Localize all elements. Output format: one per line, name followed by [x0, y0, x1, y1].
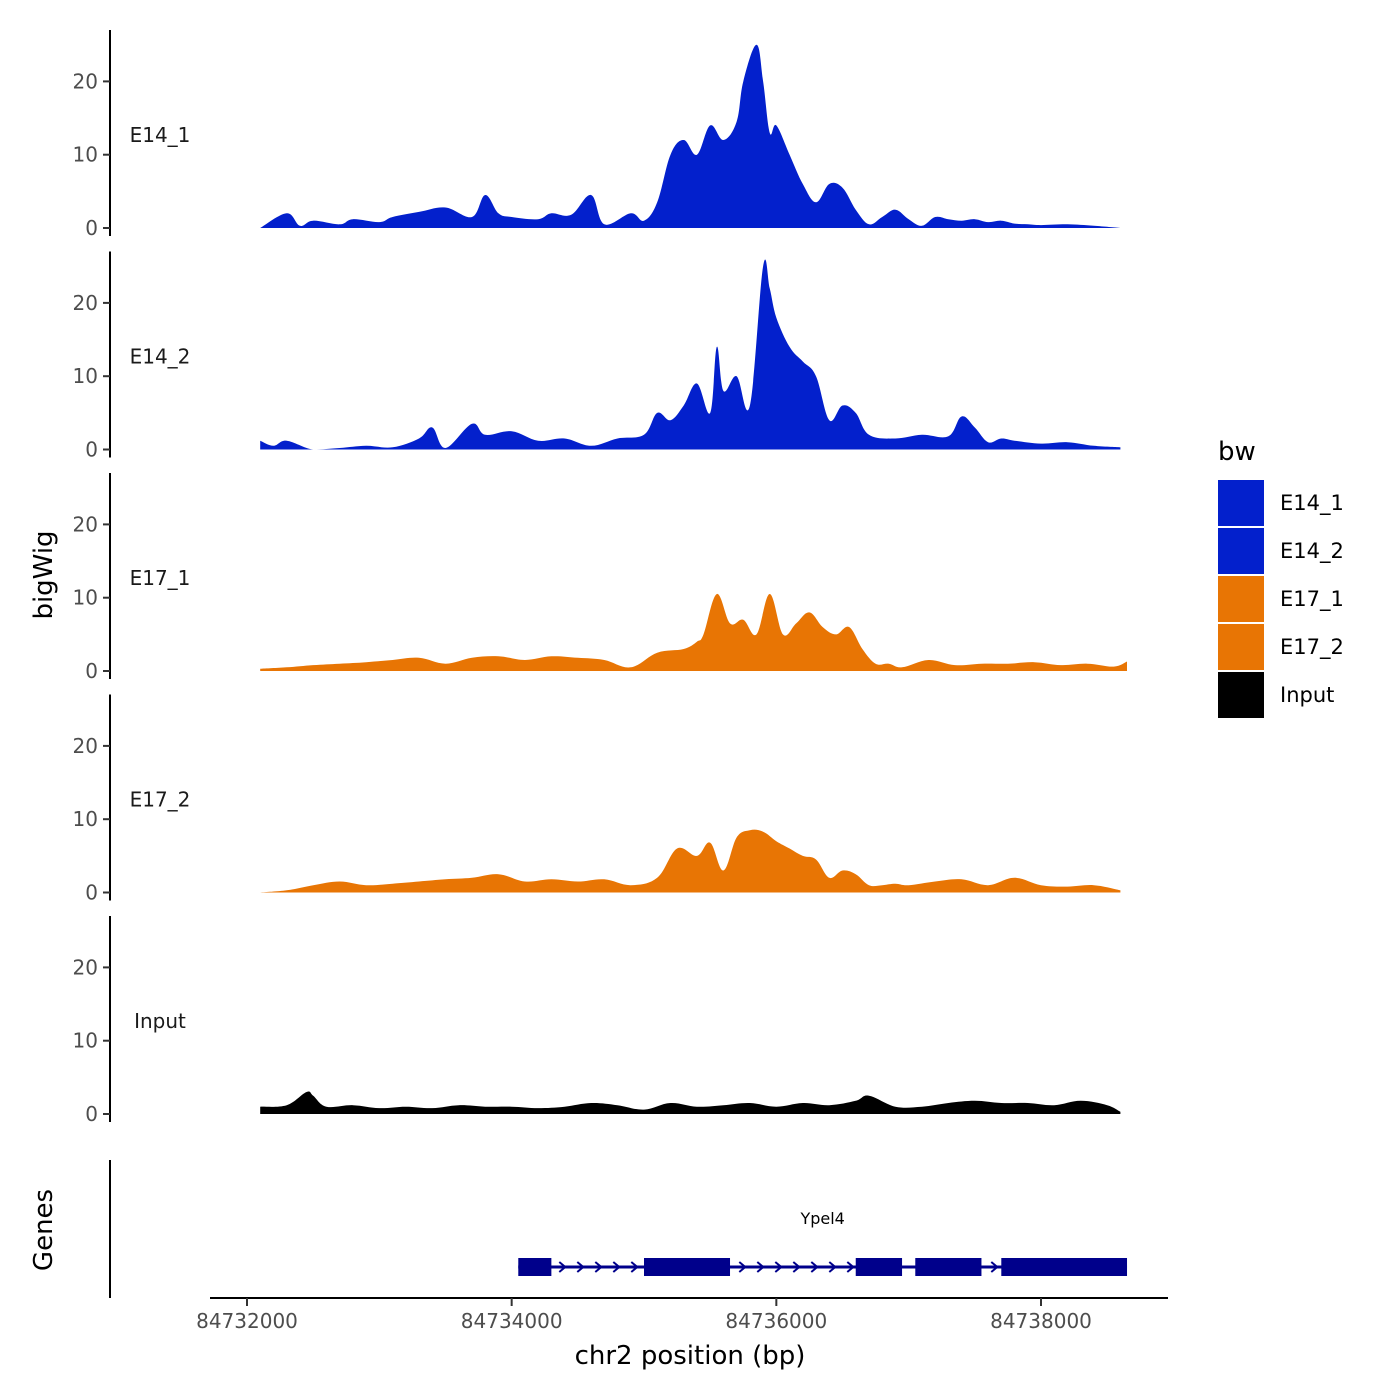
y-tick-label: 0	[85, 216, 98, 240]
y-tick-label: 0	[85, 1102, 98, 1126]
track-label: E17_2	[130, 788, 191, 812]
y-tick-label: 10	[73, 1029, 98, 1053]
legend-swatch	[1218, 528, 1264, 574]
strand-arrow	[612, 1261, 621, 1273]
y-tick-label: 10	[73, 364, 98, 388]
track-label: Input	[134, 1009, 186, 1033]
legend: bw E14_1 E14_2 E17_1 E17_2 Input	[1218, 437, 1344, 718]
x-tick-label: 84732000	[196, 1309, 298, 1333]
track-e17-1: 0 10 20 E17_1	[73, 473, 1127, 683]
track-label: E14_2	[130, 345, 191, 369]
y-tick-label: 20	[73, 512, 98, 536]
legend-label: E14_1	[1280, 491, 1344, 516]
coverage-area	[260, 593, 1127, 671]
track-e17-2: 0 10 20 E17_2	[73, 694, 1121, 905]
strand-arrow	[792, 1261, 801, 1273]
strand-arrow	[990, 1261, 999, 1273]
x-axis-title: chr2 position (bp)	[575, 1341, 806, 1371]
legend-swatch	[1218, 576, 1264, 622]
legend-swatch	[1218, 672, 1264, 718]
x-tick-label: 84738000	[990, 1309, 1092, 1333]
strand-arrow	[594, 1261, 603, 1273]
strand-arrow	[846, 1261, 855, 1273]
x-axis: 84732000 84734000 84736000 84738000	[196, 1297, 1168, 1333]
legend-label: E17_2	[1280, 635, 1344, 660]
y-tick-label: 0	[85, 659, 98, 683]
x-tick-label: 84734000	[461, 1309, 563, 1333]
legend-item-input: Input	[1218, 672, 1334, 718]
legend-item-e17-1: E17_1	[1218, 576, 1344, 622]
track-input: 0 10 20 Input	[73, 916, 1121, 1126]
strand-arrow	[810, 1261, 819, 1273]
strand-arrow	[738, 1261, 747, 1273]
strand-arrow	[630, 1261, 639, 1273]
track-e14-2: 0 10 20 E14_2	[73, 251, 1121, 462]
gene-exon	[915, 1258, 982, 1276]
coverage-area	[260, 829, 1121, 893]
gene-name-label: Ypel4	[799, 1209, 844, 1228]
y-tick-label: 20	[73, 69, 98, 93]
track-label: E17_1	[130, 566, 191, 590]
y-tick-label: 20	[73, 291, 98, 315]
legend-title: bw	[1218, 437, 1256, 467]
strand-arrow	[558, 1261, 567, 1273]
track-e14-1: 0 10 20 E14_1	[73, 30, 1121, 240]
legend-item-e17-2: E17_2	[1218, 624, 1344, 670]
strand-arrow	[576, 1261, 585, 1273]
y-axis-title: bigWig	[29, 530, 59, 619]
legend-swatch	[1218, 624, 1264, 670]
strand-arrow	[774, 1261, 783, 1273]
gene-exon	[855, 1258, 903, 1276]
strand-arrow	[756, 1261, 765, 1273]
coverage-area	[260, 259, 1121, 450]
genes-axis-title: Genes	[29, 1189, 59, 1271]
legend-item-e14-1: E14_1	[1218, 480, 1344, 526]
gene-exon	[644, 1258, 731, 1276]
tracks-layer: 0 10 20 E14_1 0 10 20 E14_2 0 10 20 E17_1 0 10 20 E17_2…	[73, 30, 1127, 1126]
y-tick-label: 10	[73, 143, 98, 167]
y-tick-label: 10	[73, 807, 98, 831]
coverage-area	[260, 1091, 1121, 1114]
legend-item-e14-2: E14_2	[1218, 528, 1344, 574]
coverage-area	[260, 44, 1121, 228]
strand-arrow	[828, 1261, 837, 1273]
y-tick-label: 20	[73, 955, 98, 979]
legend-label: E14_2	[1280, 539, 1344, 564]
genes-track: Ypel4	[109, 1160, 1128, 1298]
y-tick-label: 10	[73, 586, 98, 610]
y-tick-label: 0	[85, 881, 98, 905]
y-tick-label: 0	[85, 438, 98, 462]
gene-exon	[518, 1258, 552, 1276]
y-tick-label: 20	[73, 734, 98, 758]
legend-label: E17_1	[1280, 587, 1344, 612]
legend-swatch	[1218, 480, 1264, 526]
gene-exon	[1001, 1258, 1128, 1276]
legend-label: Input	[1280, 683, 1334, 707]
x-tick-label: 84736000	[725, 1309, 827, 1333]
track-label: E14_1	[130, 123, 191, 147]
